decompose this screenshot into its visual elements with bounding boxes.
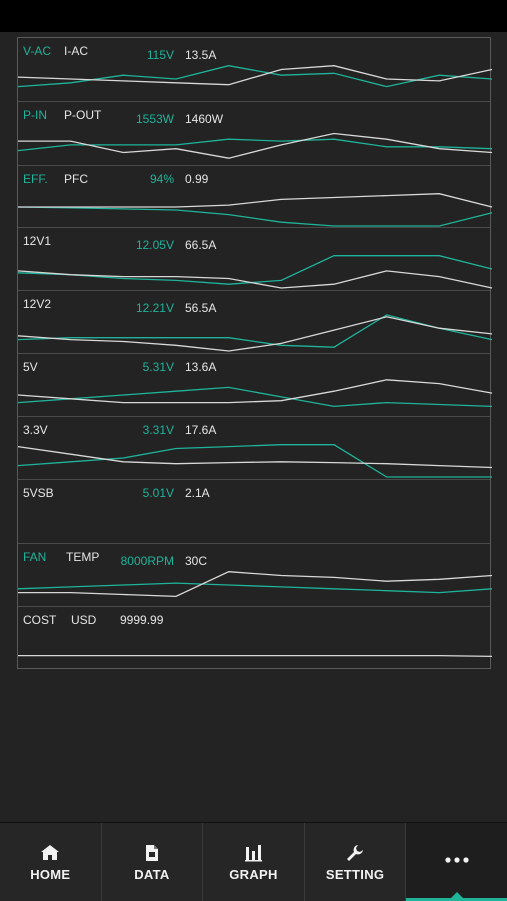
row-label-primary: EFF. [23, 172, 48, 186]
row-value-primary: 12.21V [135, 301, 174, 315]
tab-more[interactable] [406, 823, 507, 901]
teal-series-line [17, 386, 493, 408]
tab-setting[interactable]: SETTING [304, 823, 407, 901]
row-value-secondary: 2.1A [185, 486, 210, 500]
row-value-primary: 5.01V [142, 486, 174, 500]
teal-series-line [17, 255, 493, 285]
monitor-row: 5V 5.31V 13.6A [17, 354, 493, 417]
row-value-primary: 3.31V [142, 423, 174, 437]
row-label-primary: COST [23, 613, 57, 627]
white-series-line [18, 132, 493, 159]
tab-graph-label: GRAPH [229, 866, 278, 882]
row-label-primary: V-AC [23, 44, 52, 58]
monitor-row: COST USD 9999.99 [18, 607, 493, 670]
white-series-line [17, 445, 493, 469]
row-label-primary: 5VSB [23, 486, 54, 500]
row-value-primary: 8000RPM [120, 554, 174, 568]
row-sparkline [17, 571, 493, 598]
tab-home[interactable]: HOME [0, 823, 102, 901]
row-value-secondary: 13.6A [185, 360, 217, 374]
monitor-row: P-IN P-OUT 1553W 1460W [17, 102, 493, 166]
row-value-secondary: 30C [185, 554, 208, 568]
row-value-secondary: 13.5A [185, 48, 217, 62]
white-series-line [18, 193, 493, 208]
row-sparkline [17, 65, 493, 88]
row-sparkline [17, 132, 493, 159]
monitor-row: FAN TEMP 8000RPM 30C [17, 544, 493, 607]
teal-series-line [17, 444, 492, 478]
row-label-secondary: I-AC [64, 44, 88, 58]
row-value-primary: 12.05V [135, 238, 174, 252]
monitor-row: 5VSB 5.01V 2.1A [18, 480, 490, 544]
row-value-secondary: 1460W [185, 112, 224, 126]
row-label-primary: P-IN [23, 108, 47, 122]
white-series-line [17, 270, 493, 289]
row-value-secondary: 66.5A [185, 238, 217, 252]
row-sparkline [18, 480, 492, 543]
row-sparkline [17, 379, 493, 408]
row-value-primary: 115V [146, 48, 174, 62]
row-sparkline [18, 654, 493, 658]
monitor-row: EFF. PFC 94% 0.99 [17, 166, 493, 228]
monitor-row: V-AC I-AC 115V 13.5A [17, 38, 493, 102]
row-value-secondary: 56.5A [185, 301, 217, 315]
row-label-secondary: TEMP [66, 550, 100, 564]
monitor-panel: V-AC I-AC 115V 13.5A P-IN P-OUT 1553W 1460W EFF.… [17, 37, 493, 670]
tab-data[interactable]: DATA [101, 823, 204, 901]
row-value-primary: 1553W [135, 112, 174, 126]
white-series-line [17, 379, 493, 404]
teal-series-line [17, 582, 493, 594]
teal-series-line [17, 314, 493, 348]
tab-data-label: DATA [134, 866, 170, 882]
teal-series-line [17, 206, 493, 227]
bar-chart-icon [244, 843, 263, 863]
row-label-secondary: PFC [64, 172, 88, 186]
row-value-primary: 94% [149, 172, 174, 186]
teal-series-line [17, 65, 493, 88]
tab-setting-label: SETTING [325, 866, 385, 882]
status-bar [0, 0, 507, 32]
row-sparkline [17, 444, 493, 478]
more-icon [445, 850, 469, 870]
row-sparkline [17, 314, 493, 352]
home-icon [40, 843, 60, 863]
bottom-nav: HOME DATA GRAPH SETTING [0, 822, 507, 901]
white-series-line [17, 316, 493, 352]
tab-graph[interactable]: GRAPH [203, 823, 305, 901]
white-series-line [17, 65, 493, 86]
document-icon [144, 843, 160, 863]
row-label-primary: 12V1 [23, 234, 52, 248]
row-label-primary: 5V [23, 360, 38, 374]
row-value-secondary: 0.99 [185, 172, 209, 186]
row-label-primary: FAN [23, 550, 47, 564]
row-sparkline [17, 255, 493, 289]
row-value-primary: 9999.99 [120, 613, 164, 627]
row-value-primary: 5.31V [142, 360, 174, 374]
monitor-row: 12V1 12.05V 66.5A [17, 228, 493, 291]
monitor-row: 12V2 12.21V 56.5A [17, 291, 493, 354]
row-label-primary: 3.3V [23, 423, 48, 437]
wrench-icon [346, 843, 364, 863]
monitor-row: 3.3V 3.31V 17.6A [17, 417, 493, 480]
teal-series-line [17, 138, 493, 152]
row-label-secondary: P-OUT [64, 108, 102, 122]
row-value-secondary: 17.6A [185, 423, 217, 437]
row-label-primary: 12V2 [23, 297, 52, 311]
white-series-line [18, 654, 493, 658]
white-series-line [18, 571, 493, 598]
row-label-secondary: USD [71, 613, 97, 627]
tab-home-label: HOME [30, 866, 71, 882]
row-sparkline [17, 193, 493, 227]
